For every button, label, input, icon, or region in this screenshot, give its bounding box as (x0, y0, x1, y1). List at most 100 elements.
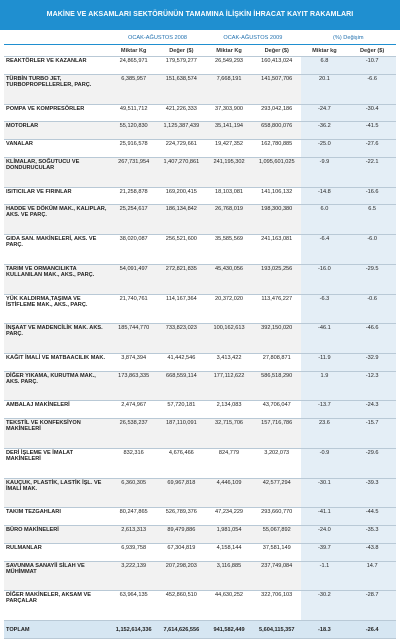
row-label: BÜRO MAKİNELERİ (4, 525, 110, 544)
cell-value: 256,521,600 (157, 234, 206, 265)
total-value: -18.3 (300, 620, 349, 639)
cell-value: 25,916,578 (109, 139, 158, 158)
cell-value: -30.4 (348, 104, 396, 123)
cell-value: 3,116,885 (205, 561, 253, 592)
cell-value: 293,660,770 (252, 507, 301, 527)
group-header: OCAK-AĞUSTOS 2009 (205, 32, 301, 45)
row-label: DERİ İŞLEME VE İMALAT MAKİNELERİ (4, 448, 110, 479)
cell-value: 421,226,333 (157, 104, 206, 123)
cell-value: 113,476,227 (252, 294, 301, 325)
cell-value: 179,579,277 (157, 56, 206, 75)
cell-value: 185,744,770 (109, 323, 158, 354)
cell-value: -36.2 (300, 121, 349, 141)
table-wrap: OCAK-AĞUSTOS 2008 OCAK-AĞUSTOS 2009 (%) De… (0, 30, 400, 643)
total-value: 941,582,449 (205, 620, 253, 639)
data-row: YÜK KALDIRMA,TAŞIMA VE İSTİFLEME MAK., A… (4, 294, 396, 325)
cell-value: 293,042,186 (252, 104, 301, 123)
row-label: TEKSTİL VE KONFEKSİYON MAKİNELERİ (4, 418, 110, 449)
cell-value: 114,167,364 (157, 294, 206, 325)
cell-value: 23.6 (300, 418, 349, 449)
cell-value: 241,163,081 (252, 234, 301, 265)
cell-value: 1,407,270,861 (157, 157, 206, 188)
cell-value: 35,585,569 (205, 234, 253, 265)
total-value: 1,152,614,336 (109, 620, 158, 639)
total-label: TOPLAM (4, 620, 110, 639)
group-header: (%) Değişim (300, 32, 396, 45)
cell-value: -43.8 (348, 543, 396, 562)
data-row: TAKIM TEZGAHLARI 80,247,865 526,789,376 47,… (4, 507, 396, 527)
cell-value: 162,780,885 (252, 139, 301, 158)
row-label: KAĞIT İMALİ VE MATBAACILIK MAK. (4, 353, 110, 372)
cell-value: 2,474,967 (109, 400, 158, 420)
row-label: DİĞER YIKAMA, KURUTMA MAK., AKS. PARÇ. (4, 371, 110, 402)
data-row: AMBALAJ MAKİNELERİ 2,474,967 57,720,181 2,1… (4, 400, 396, 420)
cell-value: -24.7 (300, 104, 349, 123)
cell-value: -16.0 (300, 264, 349, 295)
cell-value: -6.6 (348, 74, 396, 105)
group-header: OCAK-AĞUSTOS 2008 (109, 32, 206, 45)
cell-value: 27,808,871 (252, 353, 301, 372)
cell-value: 89,479,886 (157, 525, 206, 544)
cell-value: 6.5 (348, 204, 396, 236)
cell-value: 658,800,076 (252, 121, 301, 141)
data-row: İNŞAAT VE MADENCİLİK MAK. AKS. PARÇ. 185,… (4, 323, 396, 354)
cell-value: 6,360,305 (109, 478, 158, 509)
row-label: SAVUNMA SANAYİİ SİLAH VE MÜHİMMAT (4, 561, 110, 592)
cell-value: -10.7 (348, 56, 396, 75)
cell-value: 267,731,954 (109, 157, 158, 188)
cell-value: 47,234,229 (205, 507, 253, 527)
cell-value: 157,716,786 (252, 418, 301, 449)
cell-value: 177,112,622 (205, 371, 253, 402)
total-value: -26.4 (348, 620, 396, 639)
cell-value: 193,025,256 (252, 264, 301, 295)
data-row: ISITICILAR VE FIRINLAR 21,258,878 169,200,… (4, 187, 396, 206)
row-label: POMPA VE KOMPRESÖRLER (4, 104, 110, 123)
cell-value: 526,789,376 (157, 507, 206, 527)
cell-value: -6.0 (348, 234, 396, 265)
data-row: HADDE VE DÖKÜM MAK., KALIPLAR, AKS. VE P… (4, 204, 396, 236)
row-label: GIDA SAN. MAKİNELERİ, AKS. VE PARÇ. (4, 234, 110, 265)
row-label: MOTORLAR (4, 121, 110, 141)
cell-value: -14.8 (300, 187, 349, 206)
cell-value: 49,511,712 (109, 104, 158, 123)
data-row: SAVUNMA SANAYİİ SİLAH VE MÜHİMMAT 3,222,1… (4, 561, 396, 592)
cell-value: -25.0 (300, 139, 349, 158)
cell-value: 3,874,394 (109, 353, 158, 372)
cell-value: 322,706,103 (252, 590, 301, 622)
column-header: Değer ($) (157, 44, 206, 57)
cell-value: 26,538,237 (109, 418, 158, 449)
cell-value: 2,134,083 (205, 400, 253, 420)
cell-value: 6.8 (300, 56, 349, 75)
data-row: KAUÇUK, PLASTİK, LASTİK İŞL. VE İMALİ MA… (4, 478, 396, 509)
cell-value: 1,095,601,025 (252, 157, 301, 188)
data-row: DERİ İŞLEME VE İMALAT MAKİNELERİ 832,316 4… (4, 448, 396, 479)
cell-value: 3,222,139 (109, 561, 158, 592)
cell-value: -6.4 (300, 234, 349, 265)
cell-value: 7,668,191 (205, 74, 253, 105)
cell-value: -41.1 (300, 507, 349, 527)
column-header: Değer ($) (348, 44, 396, 57)
cell-value: 35,141,194 (205, 121, 253, 141)
cell-value: -12.3 (348, 371, 396, 402)
cell-value: 224,729,661 (157, 139, 206, 158)
cell-value: 24,865,971 (109, 56, 158, 75)
cell-value: -16.6 (348, 187, 396, 206)
cell-value: 44,630,252 (205, 590, 253, 622)
data-row: KAĞIT İMALİ VE MATBAACILIK MAK. 3,874,394… (4, 353, 396, 372)
cell-value: -9.9 (300, 157, 349, 188)
cell-value: 237,749,084 (252, 561, 301, 592)
row-label: KLİMALAR, SOĞUTUCU VE DONDURUCULAR (4, 157, 110, 188)
header-blank (4, 32, 110, 45)
data-row: RULMANLAR 6,939,758 67,304,819 4,158,144 37,… (4, 543, 396, 562)
cell-value: 733,823,023 (157, 323, 206, 354)
row-label: TARIM VE ORMANCILIKTA KULLANILAN MAK., A… (4, 264, 110, 295)
cell-value: -15.7 (348, 418, 396, 449)
cell-value: 54,091,497 (109, 264, 158, 295)
header-blank (4, 44, 110, 57)
cell-value: 169,200,415 (157, 187, 206, 206)
cell-value: -44.5 (348, 507, 396, 527)
cell-value: -24.0 (300, 525, 349, 544)
cell-value: 21,258,878 (109, 187, 158, 206)
cell-value: 272,821,835 (157, 264, 206, 295)
